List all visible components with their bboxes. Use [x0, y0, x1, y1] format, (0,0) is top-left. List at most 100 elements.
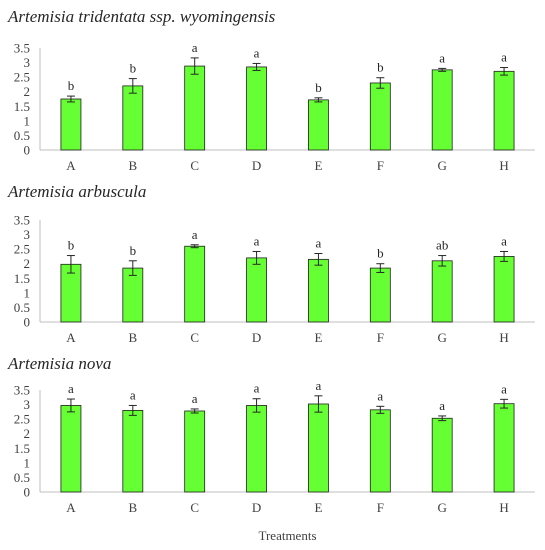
x-tick-label: F	[377, 500, 384, 515]
x-tick-label: H	[499, 500, 508, 515]
significance-letter: a	[254, 233, 260, 248]
significance-letter: a	[377, 388, 383, 403]
y-tick-label: 3	[24, 397, 31, 412]
bar-B	[122, 409, 144, 493]
significance-letter: a	[501, 381, 507, 396]
x-tick-label: E	[314, 158, 322, 173]
significance-letter: b	[315, 80, 322, 95]
y-tick-label: 2.5	[14, 412, 30, 427]
y-tick-label: 1	[24, 113, 31, 128]
panel-title: Artemisia arbuscula	[7, 182, 146, 201]
y-tick-label: 3	[24, 227, 31, 242]
x-tick-label: E	[314, 500, 322, 515]
y-tick-label: 1.5	[14, 99, 30, 114]
significance-letter: a	[439, 50, 445, 65]
significance-letter: b	[130, 243, 137, 258]
x-tick-label: B	[128, 330, 137, 345]
bar-C	[184, 245, 206, 323]
bar-C	[184, 410, 206, 493]
significance-letter: a	[501, 50, 507, 65]
bar-E	[308, 99, 329, 151]
panel-title: Artemisia nova	[7, 354, 111, 373]
bar-D	[246, 257, 267, 323]
x-tick-label: G	[437, 158, 446, 173]
significance-letter: b	[68, 78, 75, 93]
bar-D	[246, 66, 267, 151]
y-tick-label: 0.5	[14, 300, 30, 315]
y-tick-label: 1	[24, 285, 31, 300]
x-tick-label: F	[377, 330, 384, 345]
y-tick-label: 3.5	[14, 383, 30, 398]
x-tick-label: F	[377, 158, 384, 173]
x-tick-label: D	[252, 158, 261, 173]
bar-A	[60, 98, 82, 151]
bar-F	[369, 409, 391, 493]
x-tick-label: H	[499, 158, 508, 173]
bar-C	[184, 65, 206, 151]
x-tick-label: B	[128, 158, 137, 173]
y-tick-label: 2	[24, 256, 31, 271]
y-tick-label: 0.5	[14, 128, 30, 143]
y-tick-label: 1.5	[14, 441, 30, 456]
x-tick-label: D	[252, 330, 261, 345]
significance-letter: a	[254, 45, 260, 60]
panel-title: Artemisia tridentata ssp. wyomingensis	[7, 7, 276, 26]
bar-G	[431, 417, 453, 493]
significance-letter: b	[130, 61, 137, 76]
y-tick-label: 2	[24, 426, 31, 441]
bar-E	[308, 403, 329, 493]
bar-D	[246, 405, 267, 493]
y-tick-label: 0.5	[14, 470, 30, 485]
x-tick-label: C	[190, 330, 199, 345]
x-tick-label: D	[252, 500, 261, 515]
chart-panel-3: Artemisia nova 00.511.522.533.5 a Aa Ba Ca Da E…	[7, 354, 535, 543]
y-tick-label: 0	[24, 143, 31, 158]
x-tick-label: A	[66, 500, 76, 515]
bar-H	[493, 70, 515, 151]
y-tick-label: 0	[24, 315, 31, 330]
significance-letter: a	[439, 398, 445, 413]
bar-H	[493, 403, 515, 493]
significance-letter: a	[192, 40, 198, 55]
bar-F	[369, 267, 391, 323]
x-tick-label: C	[190, 500, 199, 515]
x-axis-title: Treatments	[258, 528, 316, 543]
x-tick-label: G	[437, 330, 446, 345]
bar-H	[493, 256, 515, 323]
significance-letter: a	[316, 236, 322, 251]
x-tick-label: B	[128, 500, 137, 515]
significance-letter: a	[501, 233, 507, 248]
y-tick-label: 1	[24, 455, 31, 470]
significance-letter: b	[377, 60, 384, 75]
bar-A	[60, 405, 82, 493]
y-tick-label: 3	[24, 55, 31, 70]
bar-E	[308, 258, 329, 323]
x-tick-label: A	[66, 330, 76, 345]
bar-G	[431, 69, 453, 151]
bar-B	[122, 267, 144, 323]
bar-F	[369, 82, 391, 151]
significance-letter: b	[377, 246, 384, 261]
chart-panel-2: Artemisia arbuscula 00.511.522.533.5 b Ab Ba…	[7, 182, 535, 345]
significance-letter: a	[192, 227, 198, 242]
y-tick-label: 0	[24, 485, 31, 500]
x-tick-label: H	[499, 330, 508, 345]
x-tick-label: G	[437, 500, 446, 515]
significance-letter: b	[68, 238, 75, 253]
bar-G	[431, 260, 453, 323]
significance-letter: a	[68, 381, 74, 396]
significance-letter: a	[254, 381, 260, 396]
y-tick-label: 2.5	[14, 70, 30, 85]
y-tick-label: 2	[24, 84, 31, 99]
significance-letter: a	[316, 378, 322, 393]
y-tick-label: 2.5	[14, 242, 30, 257]
x-tick-label: E	[314, 330, 322, 345]
x-tick-label: C	[190, 158, 199, 173]
x-tick-label: A	[66, 158, 76, 173]
significance-letter: a	[130, 387, 136, 402]
chart-panel-1: Artemisia tridentata ssp. wyomingensis 00…	[7, 7, 535, 173]
significance-letter: ab	[436, 238, 448, 253]
significance-letter: a	[192, 391, 198, 406]
y-tick-label: 1.5	[14, 271, 30, 286]
